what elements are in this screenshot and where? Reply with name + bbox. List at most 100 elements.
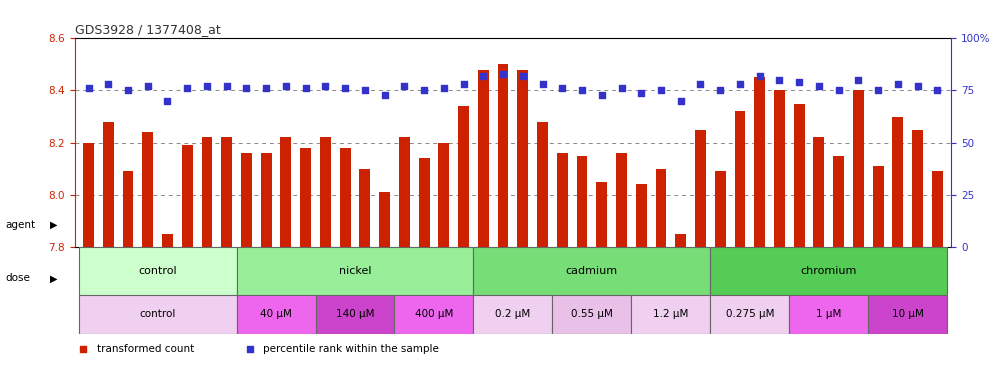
Text: 0.275 μM: 0.275 μM (725, 310, 774, 319)
Point (732, 81, 748, 87)
Bar (162, 234, 173, 247)
Bar (774, 91, 785, 247)
Bar (79, 295, 237, 334)
Bar (754, 78, 765, 247)
Bar (872, 166, 883, 247)
Bar (794, 104, 805, 247)
Point (219, 83, 235, 89)
Bar (261, 153, 272, 247)
Point (376, 91, 392, 98)
Point (752, 73, 768, 79)
Point (653, 88, 669, 94)
Bar (557, 153, 568, 247)
Bar (394, 295, 473, 334)
Point (712, 88, 728, 94)
Bar (789, 295, 869, 334)
Bar (655, 169, 666, 247)
Bar (438, 142, 449, 247)
Point (633, 89, 649, 96)
Bar (79, 247, 237, 295)
Text: transformed count: transformed count (97, 344, 194, 354)
Point (436, 85, 452, 91)
Bar (83, 142, 94, 247)
Text: ▶: ▶ (50, 220, 58, 230)
Bar (617, 153, 626, 247)
Bar (316, 295, 394, 334)
Text: 0.55 μM: 0.55 μM (571, 310, 613, 319)
Point (535, 81, 551, 87)
Text: control: control (139, 310, 176, 319)
Text: percentile rank within the sample: percentile rank within the sample (263, 344, 439, 354)
Point (614, 85, 629, 91)
Bar (675, 234, 686, 247)
Bar (734, 111, 745, 247)
Text: 10 μM: 10 μM (891, 310, 923, 319)
Text: GDS3928 / 1377408_at: GDS3928 / 1377408_at (75, 23, 220, 36)
Point (889, 81, 905, 87)
Point (692, 81, 708, 87)
Point (791, 79, 807, 85)
Text: nickel: nickel (339, 266, 372, 276)
Bar (300, 148, 311, 247)
Point (831, 88, 847, 94)
Bar (631, 295, 710, 334)
Point (199, 83, 215, 89)
Bar (399, 137, 409, 247)
Point (278, 83, 294, 89)
Point (139, 83, 155, 89)
Point (81, 85, 97, 91)
Bar (892, 116, 903, 247)
Bar (418, 158, 429, 247)
Point (416, 88, 432, 94)
Text: control: control (138, 266, 177, 276)
Point (515, 73, 531, 79)
Bar (360, 169, 371, 247)
Bar (123, 171, 133, 247)
Text: ▶: ▶ (50, 273, 58, 283)
Bar (597, 182, 608, 247)
Point (357, 88, 373, 94)
Bar (103, 122, 114, 247)
Bar (553, 295, 631, 334)
Point (555, 85, 571, 91)
Text: cadmium: cadmium (566, 266, 618, 276)
Bar (635, 184, 646, 247)
Point (475, 73, 491, 79)
Bar (537, 122, 548, 247)
Point (594, 91, 610, 98)
Bar (237, 295, 316, 334)
Point (121, 88, 136, 94)
Point (929, 88, 945, 94)
Bar (715, 171, 726, 247)
Point (258, 85, 274, 91)
Bar (869, 295, 947, 334)
Point (101, 81, 117, 87)
Bar (221, 137, 232, 247)
Bar (710, 295, 789, 334)
Point (811, 83, 827, 89)
Point (871, 88, 886, 94)
Text: 140 μM: 140 μM (336, 310, 374, 319)
Bar (142, 132, 153, 247)
Point (318, 83, 334, 89)
Bar (473, 295, 553, 334)
Text: chromium: chromium (801, 266, 857, 276)
Point (909, 83, 925, 89)
Bar (498, 65, 509, 247)
Bar (853, 91, 864, 247)
Bar (182, 145, 192, 247)
Bar (478, 70, 489, 247)
Bar (517, 70, 528, 247)
Text: 0.2 μM: 0.2 μM (495, 310, 531, 319)
Point (159, 98, 175, 104)
Bar (710, 247, 947, 295)
Bar (237, 247, 473, 295)
Bar (340, 148, 351, 247)
Bar (201, 137, 212, 247)
Point (574, 88, 590, 94)
Point (455, 81, 471, 87)
Point (851, 77, 867, 83)
Text: 400 μM: 400 μM (414, 310, 453, 319)
Point (238, 85, 254, 91)
Bar (473, 247, 710, 295)
